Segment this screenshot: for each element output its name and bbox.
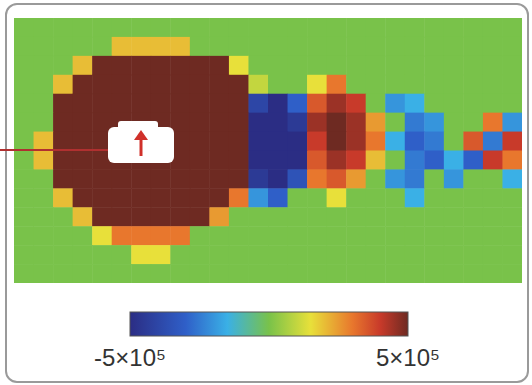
svg-text:-5×10⁵: -5×10⁵	[94, 344, 166, 371]
svg-text:5×10⁵: 5×10⁵	[376, 344, 440, 371]
